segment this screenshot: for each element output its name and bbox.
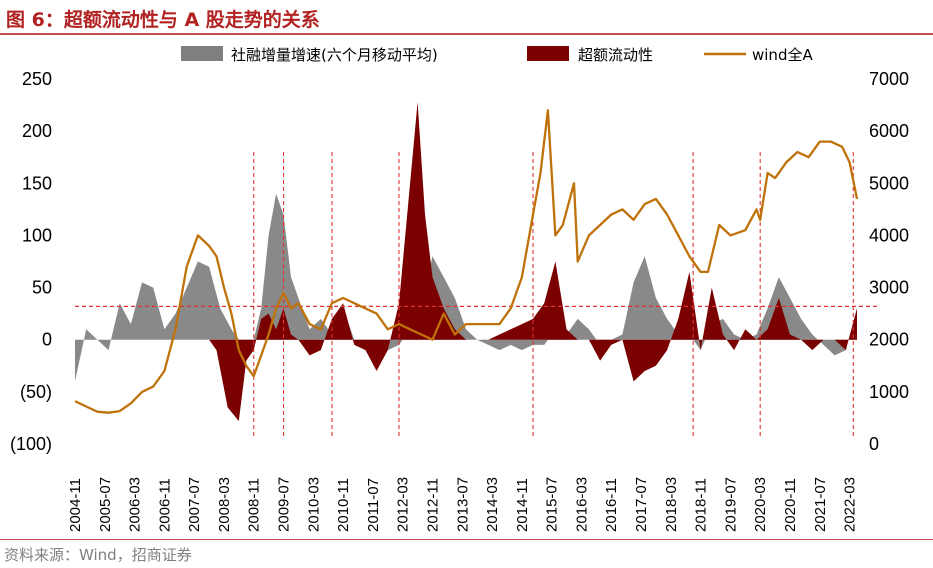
x-axis-tick: 2019-07	[722, 477, 739, 532]
x-axis-tick: 2014-03	[484, 477, 501, 532]
x-axis-tick: 2009-07	[276, 477, 293, 532]
series-area-social-financing	[75, 193, 857, 382]
footer-divider	[0, 539, 933, 540]
x-axis-tick: 2006-11	[156, 478, 173, 532]
x-axis-tick: 2014-11	[514, 478, 531, 532]
left-axis-tick: 50	[32, 278, 52, 298]
left-axis-tick: (100)	[10, 434, 52, 454]
x-axis-tick: 2008-03	[216, 477, 233, 532]
x-axis-tick: 2017-07	[633, 477, 650, 532]
left-axis-tick: 0	[42, 330, 52, 350]
x-axis-tick: 2012-03	[395, 477, 412, 532]
legend: 社融增量增速(六个月移动平均) 超额流动性 wind全A	[181, 46, 813, 64]
x-axis-tick: 2021-07	[812, 477, 829, 532]
right-axis-tick: 0	[869, 434, 879, 454]
x-axis-tick: 2022-03	[842, 477, 859, 532]
series-area-excess-liquidity	[75, 101, 857, 422]
x-axis-tick: 2020-03	[752, 477, 769, 532]
left-axis-tick: 200	[22, 121, 52, 141]
left-axis-tick: 100	[22, 225, 52, 245]
axes: 250 200 150 100 50 0 (50) (100) 7000 6000 5000 4000…	[10, 69, 909, 532]
x-axis-tick: 2012-11	[425, 478, 442, 532]
x-axis-tick: 2015-07	[544, 477, 561, 532]
right-axis-tick: 3000	[869, 278, 909, 298]
x-axis-tick: 2007-07	[186, 477, 203, 532]
plot-areas	[75, 101, 857, 422]
x-axis-tick: 2006-03	[127, 477, 144, 532]
x-axis-tick: 2008-11	[246, 478, 263, 532]
x-axis-tick: 2016-11	[603, 478, 620, 532]
right-axis-tick: 7000	[869, 69, 909, 89]
title-divider	[0, 33, 933, 35]
x-axis-tick: 2005-07	[97, 477, 114, 532]
plot-lines	[74, 109, 880, 437]
x-axis-tick: 2018-03	[663, 477, 680, 532]
legend-label-wind-a: wind全A	[752, 46, 813, 64]
legend-label-excess-liquidity: 超额流动性	[578, 46, 653, 64]
left-axis-tick: 150	[22, 173, 52, 193]
left-axis-tick: 250	[22, 69, 52, 89]
chart-title: 图 6：超额流动性与 A 股走势的关系	[6, 9, 320, 31]
x-axis-tick: 2020-11	[782, 478, 799, 532]
chart: 250 200 150 100 50 0 (50) (100) 7000 6000 5000 4000…	[10, 46, 909, 532]
legend-label-social-financing: 社融增量增速(六个月移动平均)	[231, 46, 438, 64]
right-axis-tick: 2000	[869, 330, 909, 350]
x-axis-tick: 2011-07	[365, 478, 382, 532]
left-axis-tick: (50)	[20, 382, 52, 402]
right-axis-tick: 5000	[869, 173, 909, 193]
x-axis-tick: 2013-07	[454, 477, 471, 532]
right-axis-tick: 1000	[869, 382, 909, 402]
x-axis-tick: 2010-11	[335, 478, 352, 532]
source-note: 资料来源：Wind，招商证券	[4, 546, 192, 564]
legend-swatch-social-financing	[181, 46, 223, 61]
right-axis-tick: 6000	[869, 121, 909, 141]
x-axis-tick: 2010-03	[305, 477, 322, 532]
series-line-wind-a	[74, 109, 859, 414]
legend-swatch-excess-liquidity	[527, 46, 569, 61]
x-axis-tick: 2004-11	[67, 478, 84, 532]
x-axis-tick: 2016-03	[573, 477, 590, 532]
right-axis-tick: 4000	[869, 225, 909, 245]
x-axis-tick: 2018-11	[693, 478, 710, 532]
